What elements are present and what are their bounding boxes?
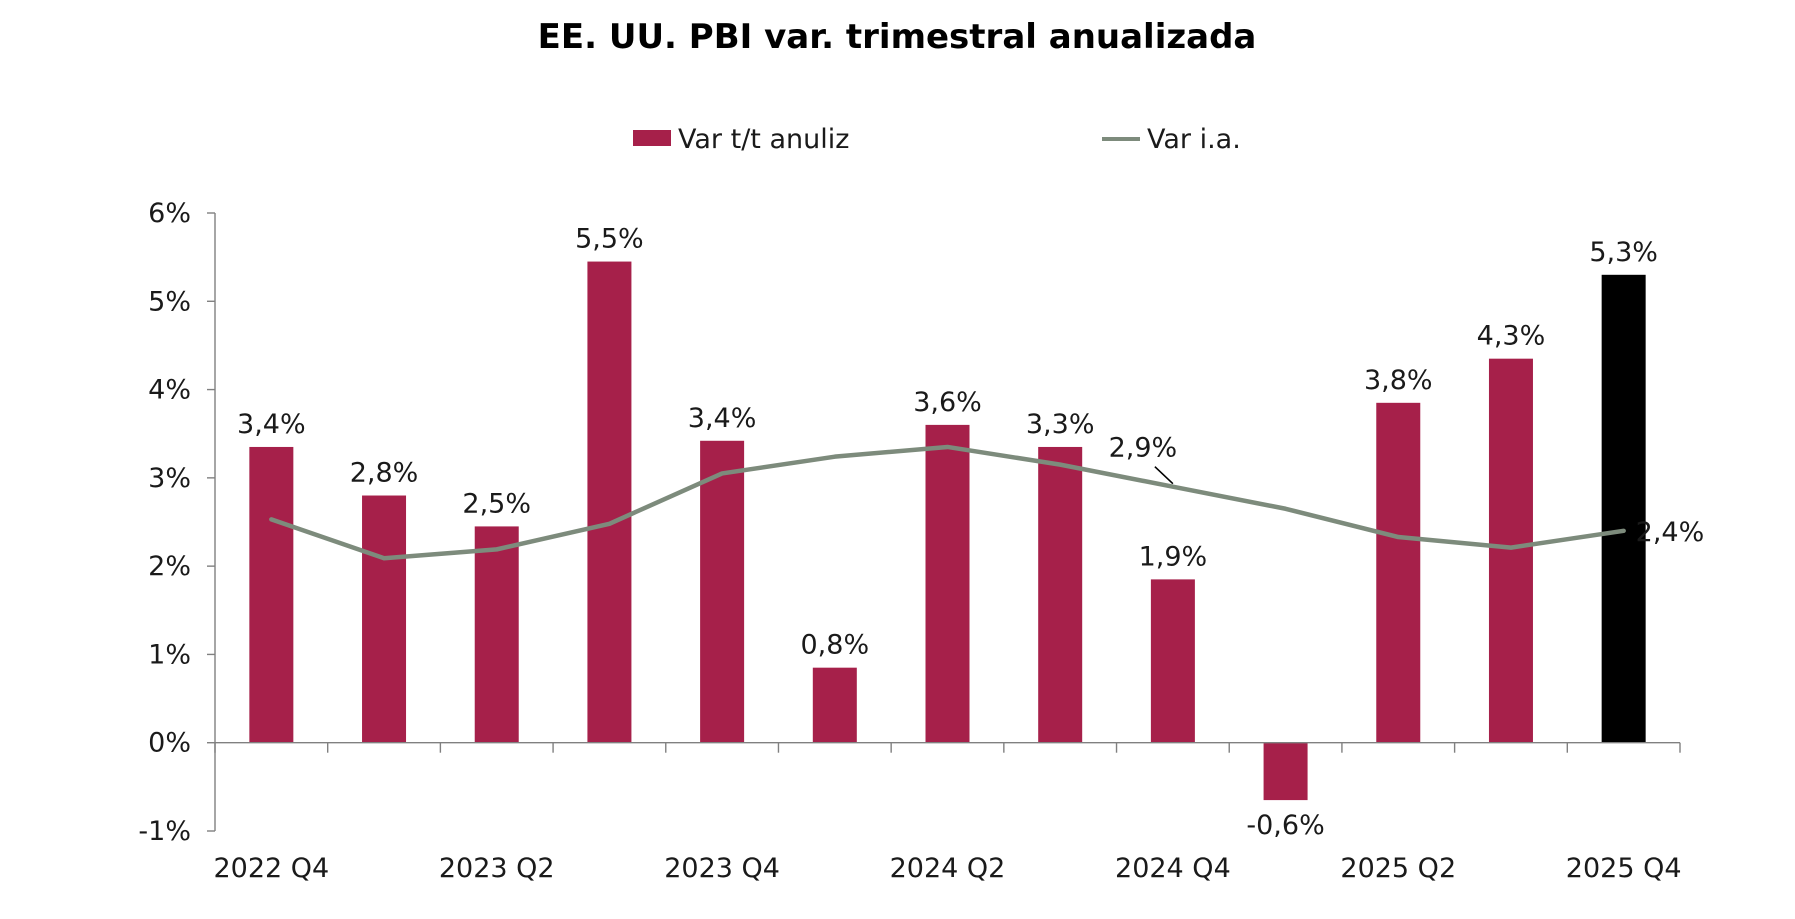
x-tick-label: 2022 Q4 <box>213 853 329 884</box>
bar-data-label: 3,4% <box>237 409 306 440</box>
bar-data-label: 0,8% <box>801 630 870 661</box>
bar <box>1263 742 1308 801</box>
bar-series <box>249 261 1646 801</box>
y-tick-label: 3% <box>148 463 191 494</box>
y-tick-label: 4% <box>148 375 191 406</box>
bar-data-label: 3,4% <box>688 403 757 434</box>
data-labels: 3,4% 2,8% 2,5% 5,5% 3,4% 0,8% 3,6% 3,3% 1,9% -0,6… <box>237 224 1704 842</box>
x-tick-label: 2025 Q2 <box>1340 853 1456 884</box>
y-tick-label: 6% <box>148 198 191 229</box>
bar-data-label: -0,6% <box>1246 810 1324 841</box>
bar <box>1601 274 1646 743</box>
bar <box>1488 358 1533 743</box>
x-tick-label: 2024 Q4 <box>1115 853 1231 884</box>
bar-data-label: 1,9% <box>1139 541 1208 572</box>
x-tick-label: 2025 Q4 <box>1566 853 1682 884</box>
bar-data-label: 5,3% <box>1589 237 1658 268</box>
x-tick-label: 2024 Q2 <box>890 853 1006 884</box>
bar-data-label: 5,5% <box>575 224 644 255</box>
y-tick-label: 5% <box>148 286 191 317</box>
bar <box>700 440 745 743</box>
y-tick-label: -1% <box>138 816 191 847</box>
x-axis: 2022 Q4 2023 Q2 2023 Q4 2024 Q2 2024 Q4 2025 … <box>213 742 1682 884</box>
line-series <box>269 444 1626 561</box>
x-tick-label: 2023 Q4 <box>664 853 780 884</box>
bar-data-label: 3,6% <box>913 387 982 418</box>
bar <box>362 495 407 743</box>
bar <box>249 446 294 743</box>
chart-title: EE. UU. PBI var. trimestral anualizada <box>538 17 1257 57</box>
legend-swatch-bar <box>633 130 671 146</box>
bar <box>1038 446 1083 743</box>
label-leader-line <box>1154 466 1174 485</box>
bar <box>1376 402 1421 743</box>
legend-label-bar: Var t/t anuliz <box>678 124 849 155</box>
bar-data-label: 3,8% <box>1364 365 1433 396</box>
y-axis: -1% 0% 1% 2% 3% 4% 5% 6% <box>138 198 216 847</box>
line-data-label: 2,4% <box>1636 517 1705 548</box>
bar <box>925 424 970 743</box>
bar <box>587 261 632 743</box>
bar <box>1150 579 1195 743</box>
bar-data-label: 2,8% <box>350 458 419 489</box>
bar-data-label: 2,5% <box>462 488 531 519</box>
y-tick-label: 1% <box>148 639 191 670</box>
y-tick-label: 0% <box>148 728 191 759</box>
x-tick-label: 2023 Q2 <box>439 853 555 884</box>
legend-label-line: Var i.a. <box>1147 124 1241 155</box>
bar <box>812 667 857 743</box>
line-data-label: 2,9% <box>1109 433 1178 464</box>
bar <box>474 526 519 743</box>
bar-data-label: 4,3% <box>1477 321 1546 352</box>
y-tick-label: 2% <box>148 551 191 582</box>
bar-data-label: 3,3% <box>1026 409 1095 440</box>
legend: Var t/t anuliz Var i.a. <box>633 124 1241 155</box>
